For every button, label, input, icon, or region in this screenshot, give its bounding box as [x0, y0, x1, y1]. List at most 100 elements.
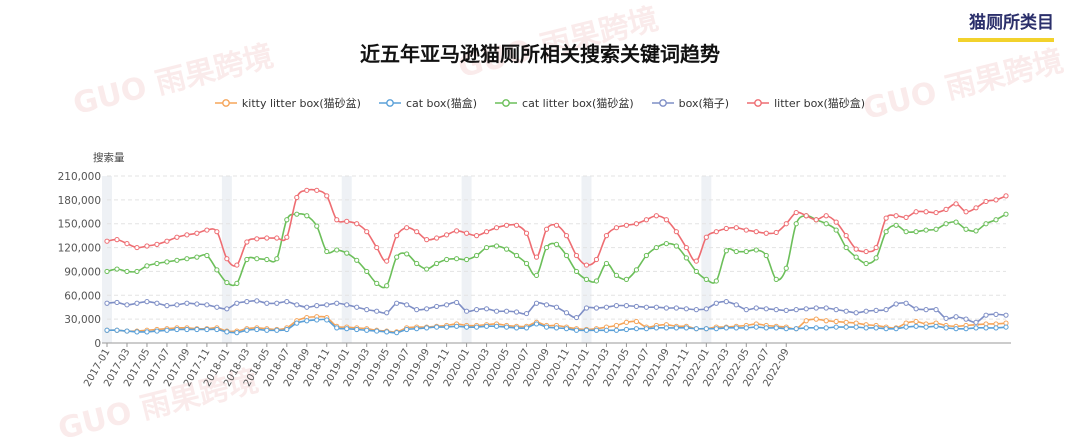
data-point-cat-box [344, 326, 350, 332]
data-point-box [673, 305, 679, 311]
data-point-litter-box [234, 262, 240, 268]
data-point-litter-box [493, 225, 500, 231]
data-point-cat-litter-box [603, 260, 610, 267]
data-point-litter-box [843, 233, 849, 239]
data-point-box [284, 299, 290, 305]
data-point-box [693, 307, 699, 313]
category-title: 猫厕所类目 [969, 13, 1054, 33]
data-point-cat-box [603, 327, 610, 333]
data-point-box [723, 299, 729, 305]
data-point-cat-litter-box [893, 222, 899, 228]
data-point-cat-litter-box [224, 279, 230, 286]
data-point-cat-litter-box [114, 266, 120, 272]
data-point-cat-litter-box [404, 251, 410, 257]
data-point-cat-box [294, 320, 300, 326]
legend-item[interactable]: box(箱子) [651, 95, 729, 111]
data-point-box [793, 307, 799, 313]
data-point-litter-box [224, 256, 230, 262]
y-tick-label: 0 [94, 338, 101, 350]
data-point-cat-litter-box [124, 268, 130, 275]
data-point-box [134, 300, 140, 306]
data-point-box [963, 316, 969, 322]
data-point-cat-box [374, 328, 380, 334]
data-point-box [294, 302, 300, 308]
data-point-cat-litter-box [553, 241, 560, 247]
data-point-litter-box [483, 229, 490, 235]
legend-label: cat box(猫盒) [405, 97, 478, 110]
data-point-box [863, 308, 869, 314]
data-point-box [384, 310, 390, 316]
data-point-cat-litter-box [214, 267, 220, 273]
data-point-cat-litter-box [134, 268, 140, 275]
data-point-box [404, 302, 410, 308]
legend-item[interactable]: kitty litter box(猫砂盆) [214, 95, 361, 111]
data-point-litter-box [304, 187, 310, 193]
data-point-cat-box [973, 325, 979, 331]
data-point-cat-box [134, 329, 140, 335]
data-point-cat-box [633, 326, 640, 332]
data-point-cat-box [394, 330, 400, 336]
data-point-cat-litter-box [863, 260, 869, 267]
data-point-cat-litter-box [853, 254, 859, 260]
data-point-kitty [833, 318, 839, 325]
data-point-cat-litter-box [394, 254, 400, 260]
data-point-box [553, 304, 560, 310]
chart-legend: kitty litter box(猫砂盆) cat box(猫盒) cat litt… [0, 95, 1080, 111]
data-point-cat-box [563, 326, 570, 332]
data-point-litter-box [424, 237, 430, 243]
data-point-litter-box [923, 209, 929, 215]
data-point-cat-box [473, 324, 480, 330]
january-band [581, 176, 592, 343]
data-point-cat-box [823, 325, 829, 331]
data-point-cat-box [314, 317, 320, 323]
data-point-cat-box [284, 326, 290, 333]
data-point-cat-box [683, 325, 689, 331]
data-point-litter-box [893, 213, 899, 219]
data-point-litter-box [713, 229, 719, 235]
data-point-kitty [613, 322, 620, 329]
data-point-litter-box [673, 229, 679, 235]
data-point-box [983, 312, 989, 318]
data-point-cat-box [1003, 324, 1009, 330]
data-point-kitty [913, 318, 919, 325]
legend-item[interactable]: cat box(猫盒) [378, 95, 478, 111]
data-point-cat-box [513, 325, 520, 331]
legend-label: cat litter box(猫砂盆) [522, 97, 634, 110]
data-point-box [144, 299, 150, 305]
data-point-cat-box [863, 325, 869, 331]
data-point-cat-litter-box [374, 280, 380, 286]
data-point-box [643, 304, 650, 310]
data-point-litter-box [543, 226, 550, 232]
data-point-box [334, 300, 340, 306]
data-point-box [763, 306, 769, 312]
data-point-box [613, 303, 620, 309]
data-point-cat-box [843, 324, 849, 330]
legend-item[interactable]: cat litter box(猫砂盆) [495, 95, 634, 111]
y-tick-label: 150,000 [58, 219, 101, 231]
data-point-litter-box [553, 222, 560, 228]
data-point-box [903, 300, 909, 306]
data-point-cat-box [214, 326, 220, 333]
data-point-litter-box [983, 198, 989, 205]
data-point-cat-box [573, 327, 580, 333]
y-tick-label: 90,000 [64, 266, 101, 278]
data-point-litter-box [853, 246, 859, 252]
data-point-litter-box [394, 233, 400, 239]
data-point-litter-box [1003, 193, 1009, 199]
data-point-litter-box [374, 244, 380, 251]
data-point-cat-box [324, 317, 330, 323]
data-point-box [114, 299, 120, 306]
legend-item[interactable]: litter box(猫砂盒) [747, 95, 865, 111]
data-point-cat-litter-box [993, 217, 999, 223]
data-point-litter-box [533, 254, 540, 260]
data-point-cat-box [304, 318, 310, 324]
data-point-cat-box [493, 323, 500, 329]
data-point-cat-box [673, 325, 679, 331]
data-point-box [214, 304, 220, 310]
y-tick-label: 120,000 [58, 243, 101, 255]
data-point-box [523, 310, 530, 317]
data-point-litter-box [134, 244, 140, 251]
data-point-cat-box [204, 326, 210, 333]
data-point-box [973, 319, 979, 325]
data-point-cat-box [713, 326, 719, 332]
